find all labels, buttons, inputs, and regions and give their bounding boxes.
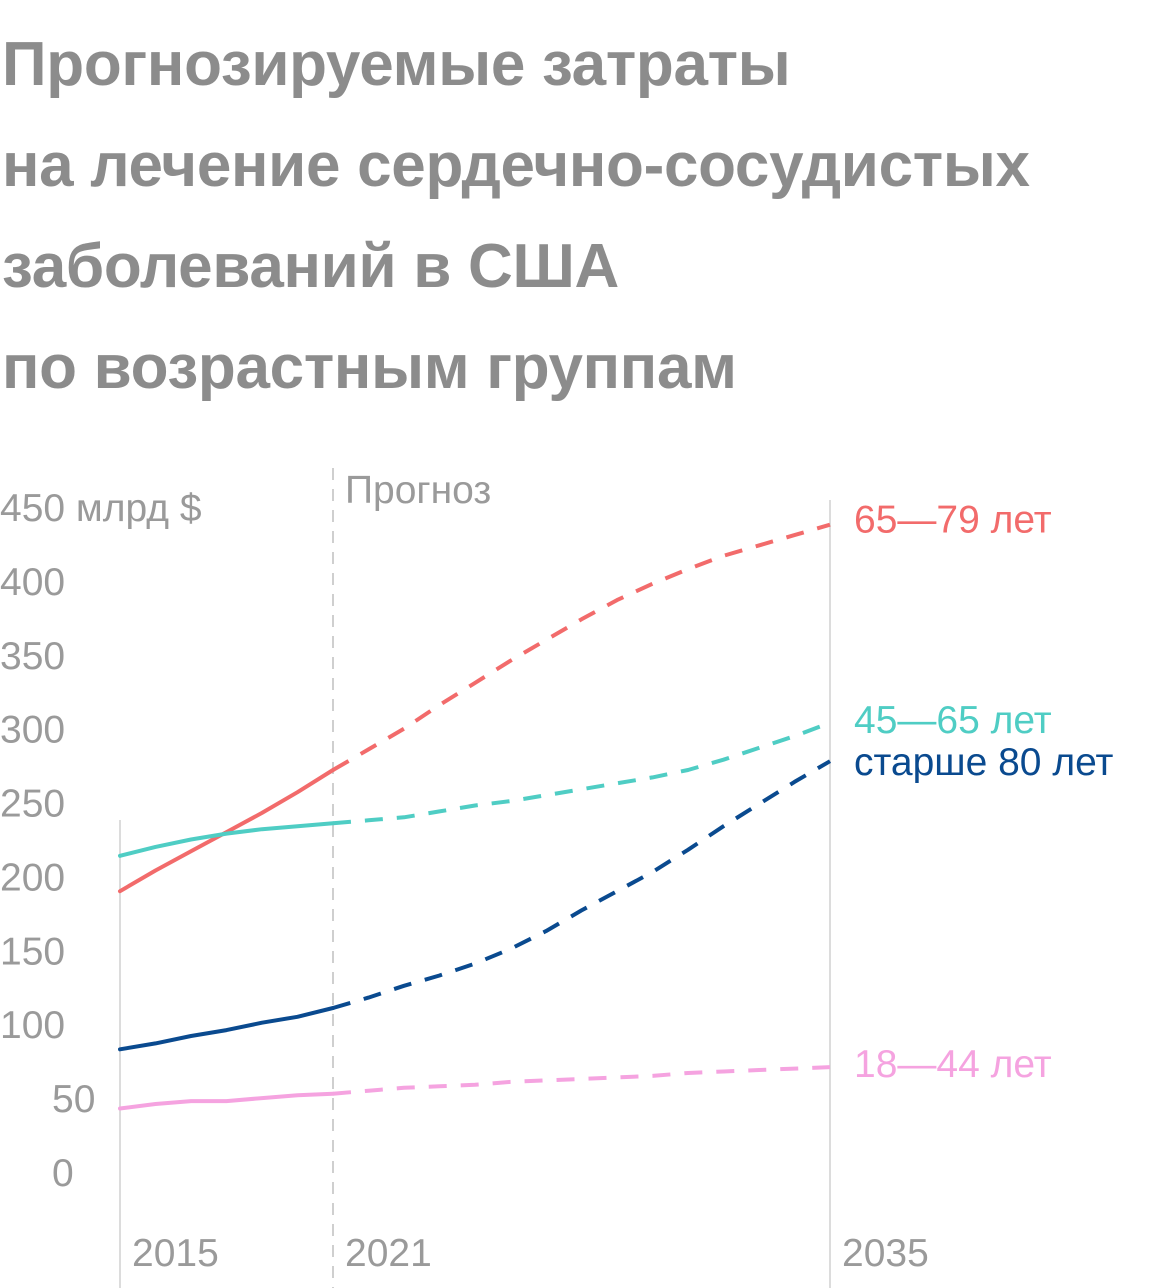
series-line-actual (118, 1091, 335, 1111)
series-line-forecast (332, 1065, 831, 1096)
forecast-label: Прогноз (345, 469, 491, 512)
chart-title: Прогнозируемые затраты на лечение сердеч… (2, 14, 1160, 418)
y-tick-label: 400 (0, 561, 65, 604)
chart-title-line-3: заболеваний в США (2, 232, 619, 301)
series-line-actual (118, 768, 335, 894)
chart-title-line-1: Прогнозируемые затраты (2, 30, 791, 99)
y-tick-label: 450 млрд $ (0, 487, 202, 530)
chart-title-line-2: на лечение сердечно-сосудистых (2, 131, 1030, 200)
x-tick-label: 2021 (345, 1232, 432, 1275)
series-layer (118, 522, 832, 1111)
y-tick-label: 50 (52, 1078, 95, 1121)
series-line-forecast (331, 522, 831, 772)
axes-layer: 0 50 100 150 200 250 300 350 400 450 млрд $ 2015 20… (0, 468, 929, 1288)
series-line-forecast (332, 759, 832, 1010)
x-tick-label: 2015 (132, 1232, 219, 1275)
y-tick-label: 0 (52, 1152, 74, 1195)
chart-title-line-4: по возрастным группам (2, 333, 737, 402)
series-label: старше 80 лет (854, 741, 1113, 784)
y-tick-label: 200 (0, 856, 65, 899)
series-line-forecast (332, 720, 831, 826)
series-line-actual (118, 1006, 335, 1052)
series-label: 18—44 лет (854, 1043, 1052, 1086)
series-label: 65—79 лет (854, 499, 1052, 542)
series-label: 45—65 лет (854, 699, 1052, 742)
y-tick-label: 100 (0, 1004, 65, 1047)
series-line-actual (118, 821, 335, 858)
x-tick-label: 2035 (842, 1232, 929, 1275)
y-tick-label: 300 (0, 709, 65, 752)
y-tick-label: 250 (0, 783, 65, 826)
y-tick-label: 350 (0, 635, 65, 678)
y-tick-label: 150 (0, 930, 65, 973)
